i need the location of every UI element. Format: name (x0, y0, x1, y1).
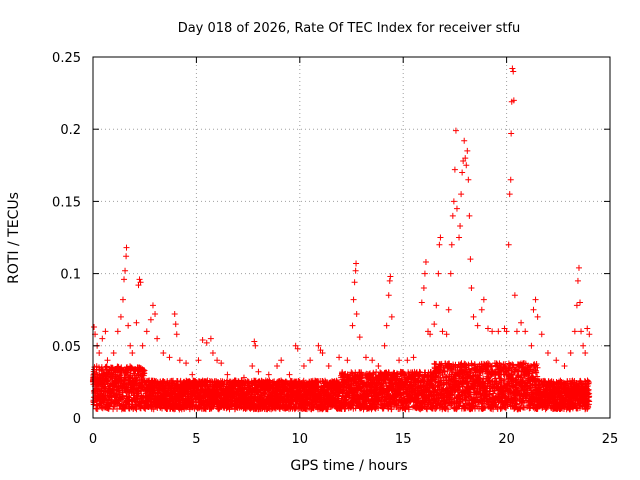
data-point (104, 377, 111, 384)
data-point (105, 376, 112, 383)
data-point (115, 386, 122, 393)
data-point (141, 367, 148, 374)
data-points (89, 65, 593, 413)
grid-lines (93, 57, 610, 418)
data-point (111, 403, 118, 410)
data-point (125, 393, 132, 400)
data-point (94, 405, 101, 412)
